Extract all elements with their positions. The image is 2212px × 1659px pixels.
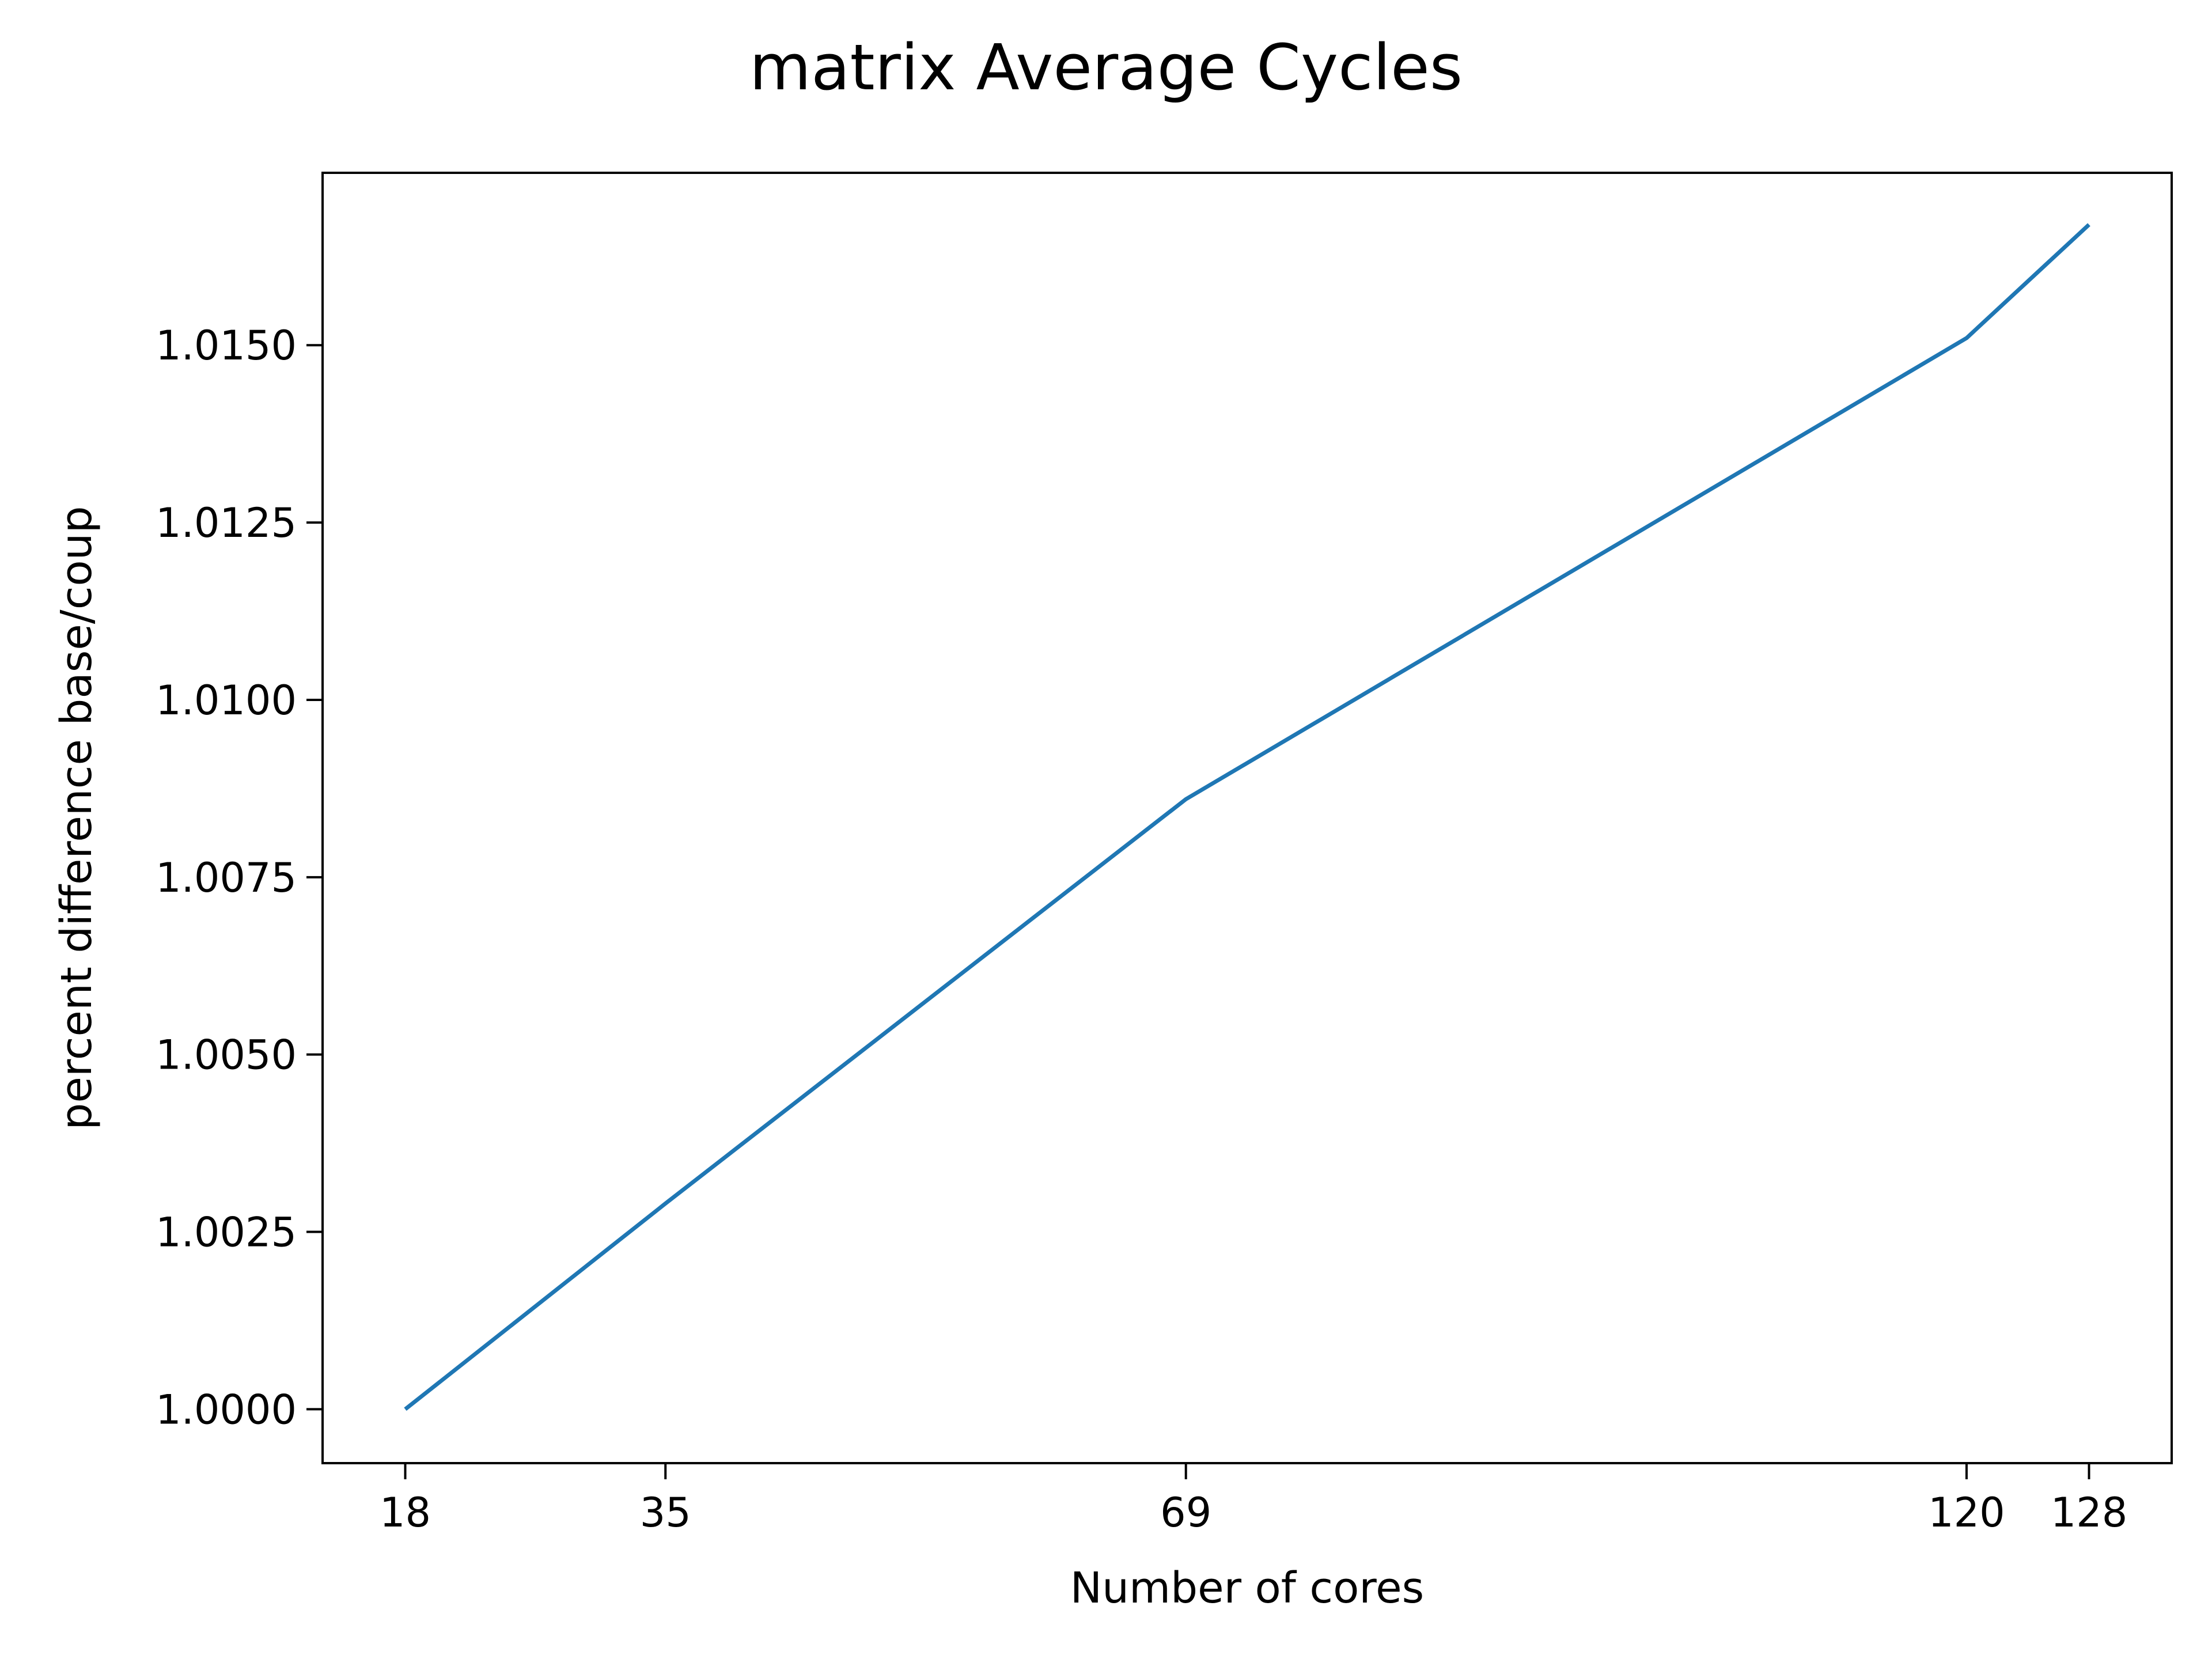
plot-frame [321, 172, 2173, 1464]
y-tick-label: 1.0125 [156, 499, 297, 547]
y-axis-label: percent difference base/coup [52, 506, 101, 1130]
y-tick-label: 1.0000 [156, 1386, 297, 1433]
x-tick-label: 35 [640, 1489, 691, 1536]
series-line [404, 223, 2090, 1411]
y-tick-label: 1.0100 [156, 677, 297, 724]
y-tick-label: 1.0025 [156, 1209, 297, 1256]
y-tick-label: 1.0050 [156, 1032, 297, 1079]
x-axis: 18 35 69 120 128 [380, 1463, 2127, 1536]
chart-title: matrix Average Cycles [749, 31, 1463, 104]
x-tick-label: 69 [1160, 1489, 1211, 1536]
y-axis: 1.0000 1.0025 1.0050 1.0075 1.0100 1.0125 1.01… [156, 322, 323, 1433]
x-axis-label: Number of cores [1070, 1563, 1424, 1613]
plot-area [404, 223, 2090, 1411]
x-tick-label: 128 [2051, 1489, 2128, 1536]
y-tick-label: 1.0150 [156, 322, 297, 369]
y-tick-label: 1.0075 [156, 854, 297, 902]
x-tick-label: 120 [1928, 1489, 2005, 1536]
x-tick-label: 18 [380, 1489, 431, 1536]
